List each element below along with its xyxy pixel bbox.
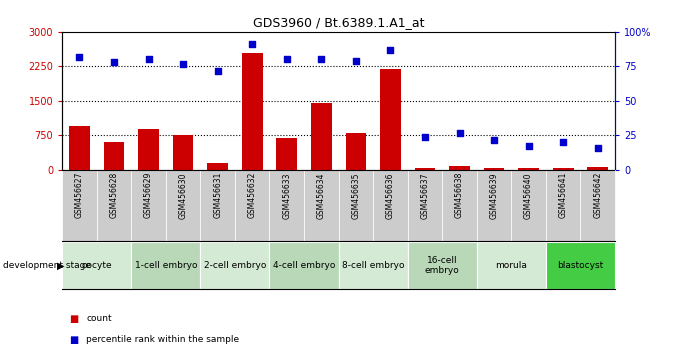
Bar [546,170,580,241]
Text: GSM456634: GSM456634 [316,172,326,218]
Bar [304,170,339,241]
Bar [242,53,263,170]
Text: GSM456640: GSM456640 [524,172,533,218]
Bar [484,168,504,170]
Text: GSM456639: GSM456639 [489,172,499,218]
Point [558,139,569,145]
Bar [408,242,477,289]
Point [350,58,361,64]
Text: 4-cell embryo: 4-cell embryo [273,261,335,270]
Point [143,57,154,62]
Bar [408,170,442,241]
Text: GSM456633: GSM456633 [282,172,292,218]
Point [247,41,258,47]
Text: ▶: ▶ [57,261,65,270]
Text: count: count [86,314,112,323]
Point [523,144,534,149]
Bar [546,242,615,289]
Point [108,59,120,65]
Point [74,54,85,59]
Text: development stage: development stage [3,261,91,270]
Point [212,68,223,73]
Bar [587,167,608,170]
Bar [477,242,546,289]
Bar [511,170,546,241]
Text: GSM456632: GSM456632 [247,172,257,218]
Text: GSM456629: GSM456629 [144,172,153,218]
Text: 2-cell embryo: 2-cell embryo [204,261,266,270]
Text: ■: ■ [69,335,78,345]
Point [454,130,465,136]
Bar [477,170,511,241]
Bar [276,138,297,170]
Text: GSM456628: GSM456628 [109,172,119,218]
Bar [97,170,131,241]
Point [385,47,396,53]
Text: oocyte: oocyte [82,261,112,270]
Title: GDS3960 / Bt.6389.1.A1_at: GDS3960 / Bt.6389.1.A1_at [253,16,424,29]
Point [316,57,327,62]
Text: GSM456630: GSM456630 [178,172,188,218]
Text: GSM456627: GSM456627 [75,172,84,218]
Bar [131,170,166,241]
Bar [269,170,304,241]
Text: GSM456638: GSM456638 [455,172,464,218]
Bar [173,135,193,170]
Bar [346,133,366,170]
Text: GSM456642: GSM456642 [593,172,603,218]
Text: 16-cell
embryo: 16-cell embryo [425,256,460,275]
Text: ■: ■ [69,314,78,324]
Text: GSM456635: GSM456635 [351,172,361,218]
Bar [339,242,408,289]
Bar [166,170,200,241]
Text: GSM456631: GSM456631 [213,172,223,218]
Bar [380,69,401,170]
Bar [373,170,408,241]
Point [489,137,500,142]
Bar [449,166,470,170]
Bar [580,170,615,241]
Point [281,57,292,62]
Bar [200,170,235,241]
Bar [269,242,339,289]
Bar [235,170,269,241]
Bar [311,103,332,170]
Bar [138,129,159,170]
Bar [62,170,97,241]
Bar [207,162,228,170]
Text: 1-cell embryo: 1-cell embryo [135,261,197,270]
Point [178,61,189,67]
Bar [415,168,435,170]
Bar [442,170,477,241]
Text: GSM456637: GSM456637 [420,172,430,218]
Text: percentile rank within the sample: percentile rank within the sample [86,335,240,344]
Bar [339,170,373,241]
Bar [553,168,574,170]
Point [592,145,603,151]
Text: GSM456641: GSM456641 [558,172,568,218]
Bar [518,168,539,170]
Bar [200,242,269,289]
Point [419,134,430,139]
Bar [62,242,131,289]
Text: 8-cell embryo: 8-cell embryo [342,261,404,270]
Bar [104,142,124,170]
Text: GSM456636: GSM456636 [386,172,395,218]
Bar [69,126,90,170]
Text: morula: morula [495,261,527,270]
Text: blastocyst: blastocyst [558,261,603,270]
Bar [131,242,200,289]
